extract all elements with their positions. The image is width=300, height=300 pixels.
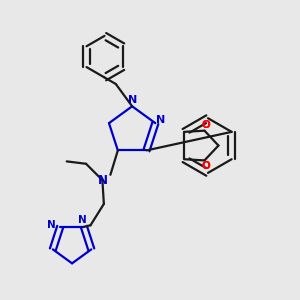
Text: N: N bbox=[98, 174, 107, 187]
Text: O: O bbox=[201, 120, 210, 130]
Text: O: O bbox=[201, 120, 210, 130]
Text: N: N bbox=[78, 215, 87, 225]
Text: O: O bbox=[201, 161, 210, 171]
Text: N: N bbox=[47, 220, 56, 230]
Text: O: O bbox=[201, 161, 210, 171]
Text: N: N bbox=[156, 115, 165, 125]
Text: N: N bbox=[128, 95, 137, 105]
